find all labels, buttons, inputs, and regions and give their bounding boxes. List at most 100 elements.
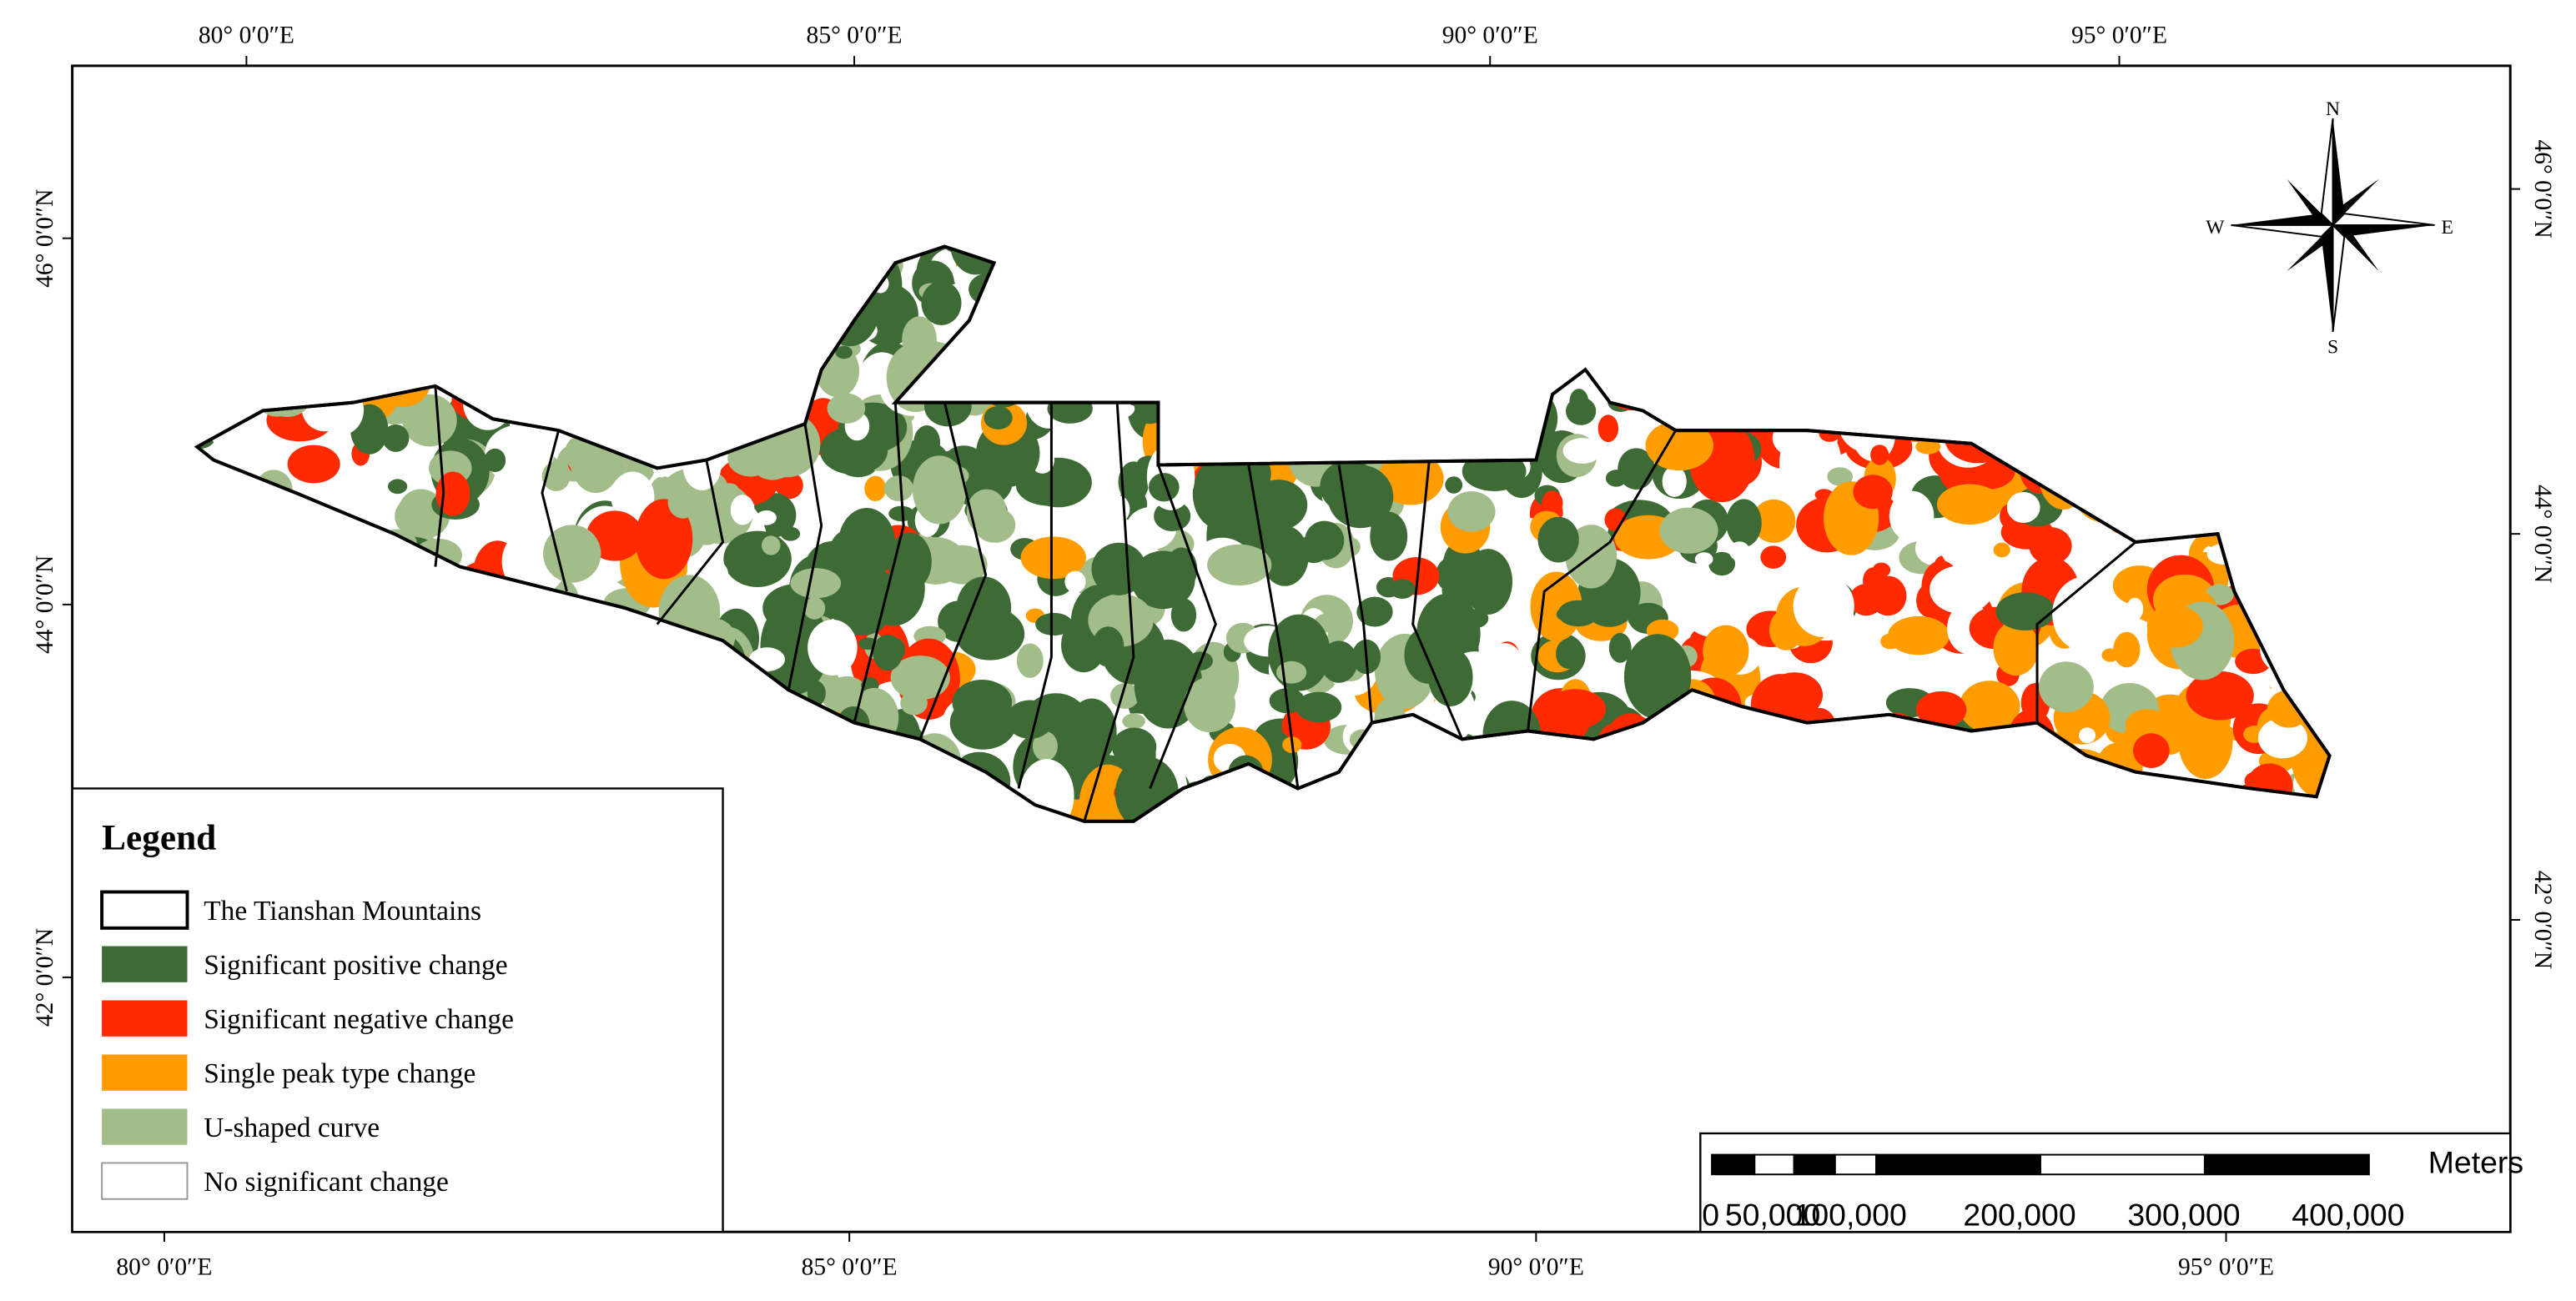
patch (1884, 549, 1901, 560)
patch (912, 455, 967, 525)
patch (1067, 698, 1117, 765)
patch (1260, 525, 1309, 586)
legend-label: U-shaped curve (204, 1113, 380, 1143)
patch (1662, 465, 1687, 497)
bottom-coord-label: 90° 0′0″E (1488, 1253, 1584, 1280)
legend-swatch (102, 1000, 188, 1037)
patch (1618, 448, 1655, 490)
patch (900, 691, 928, 716)
scale-label: 0 (1702, 1197, 1719, 1232)
patch (1427, 647, 1473, 706)
patch (1694, 552, 1713, 566)
patch (1888, 615, 1950, 656)
patch (1645, 420, 1714, 471)
patch (1889, 490, 1935, 542)
scale-label: 50,000 (1725, 1197, 1820, 1232)
patch (1726, 499, 1762, 547)
patch (1296, 691, 1342, 723)
patch (760, 599, 829, 695)
scale-segment (2203, 1153, 2370, 1176)
patch (808, 619, 858, 676)
legend-swatch (102, 946, 188, 982)
patch (1993, 620, 2039, 676)
patch (1680, 565, 1743, 637)
patch (1020, 536, 1086, 580)
patch (873, 634, 903, 671)
legend: Legend The Tianshan Mountains Significant… (71, 787, 724, 1233)
patch (484, 448, 506, 473)
patch (2100, 540, 2126, 560)
scale-label: 100,000 (1794, 1197, 1907, 1232)
compass-n: N (2326, 98, 2340, 120)
legend-swatch (100, 890, 189, 930)
patch (2079, 727, 2096, 744)
patch (1064, 570, 1086, 593)
patch (2101, 648, 2119, 662)
patch (1110, 683, 1140, 709)
patch (1623, 634, 1692, 720)
compass-e: E (2442, 217, 2453, 239)
patch (1936, 484, 2003, 525)
legend-swatch (102, 1054, 188, 1091)
left-coord-label: 46° 0′0″N (32, 189, 58, 288)
patch (543, 525, 601, 583)
legend-label: The Tianshan Mountains (204, 896, 481, 927)
patch (1447, 491, 1496, 532)
patch (1249, 480, 1308, 530)
patch (2006, 491, 2040, 523)
patch (2052, 576, 2118, 652)
patch (1389, 579, 1416, 599)
patch (1305, 520, 1345, 560)
patch (1356, 596, 1393, 627)
patch (2113, 631, 2141, 668)
patch (775, 471, 803, 500)
patch (1872, 562, 1891, 578)
patch (780, 526, 801, 541)
patch (956, 576, 1012, 640)
patch (2188, 716, 2221, 756)
patch (1112, 727, 1157, 767)
patch (888, 505, 914, 522)
patch (324, 486, 344, 501)
patch (835, 345, 853, 359)
patch (1659, 507, 1718, 554)
bottom-coord-label: 95° 0′0″E (2178, 1253, 2274, 1280)
patch (1916, 691, 1967, 728)
patch (1545, 689, 1607, 730)
patch (908, 667, 938, 695)
right-coord-label: 44° 0′0″N (2529, 485, 2556, 583)
scale-segment (2039, 1153, 2206, 1176)
patch (1827, 467, 1854, 486)
patch (838, 508, 896, 581)
patch (667, 485, 699, 519)
legend-label: Single peak type change (204, 1058, 475, 1089)
patch (1760, 545, 1787, 569)
scale-label: 300,000 (2127, 1197, 2240, 1232)
patch (730, 495, 755, 525)
patch (1463, 549, 1513, 615)
patch (1562, 438, 1602, 464)
patch (1320, 640, 1358, 683)
top-coord-label: 80° 0′0″E (199, 22, 294, 48)
patch (1165, 547, 1198, 591)
patch (1184, 676, 1235, 733)
patch (1537, 516, 1579, 563)
patch (287, 445, 340, 484)
patch (984, 405, 1013, 429)
patch (586, 510, 643, 561)
patch (1853, 475, 1893, 510)
top-coord-label: 90° 0′0″E (1442, 22, 1538, 48)
patch (1107, 495, 1130, 523)
patch (1652, 552, 1699, 586)
scale-segment (1793, 1153, 1836, 1176)
patch (1227, 464, 1251, 485)
scale-label: 400,000 (2292, 1197, 2404, 1232)
patch (1035, 612, 1074, 636)
patch (827, 393, 866, 424)
patch (1708, 551, 1736, 576)
legend-label: Significant negative change (204, 1004, 514, 1035)
patch (1122, 713, 1145, 730)
legend-label: No significant change (204, 1167, 449, 1198)
legend-label: Significant positive change (204, 950, 507, 981)
